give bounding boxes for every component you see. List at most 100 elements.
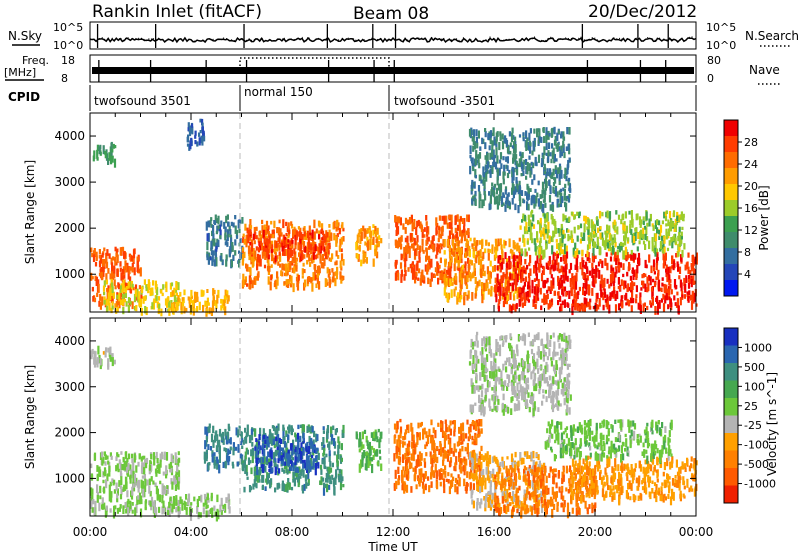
data-cell (279, 228, 282, 236)
data-cell (228, 225, 231, 232)
data-cell (209, 446, 213, 451)
data-cell (440, 468, 443, 472)
data-cell (575, 292, 578, 302)
data-cell (448, 245, 451, 251)
data-cell (181, 502, 184, 511)
data-cell (144, 500, 147, 510)
data-cell (154, 482, 157, 487)
data-cell (105, 261, 109, 269)
data-cell (556, 253, 559, 259)
data-cell (450, 473, 453, 478)
data-cell (241, 437, 244, 443)
data-cell (104, 150, 107, 156)
data-cell (481, 288, 484, 296)
data-cell (394, 215, 397, 223)
data-cell (570, 287, 573, 294)
data-cell (559, 306, 562, 312)
data-cell (563, 188, 566, 195)
data-cell (180, 301, 183, 311)
data-cell (331, 474, 334, 480)
data-cell (285, 452, 288, 459)
data-cell (220, 305, 223, 311)
data-cell (111, 155, 114, 163)
data-cell (289, 459, 292, 464)
data-cell (247, 234, 250, 244)
data-cell (107, 297, 110, 306)
data-cell (572, 282, 575, 290)
data-cell (241, 462, 245, 472)
data-cell (302, 469, 305, 478)
data-cell (410, 214, 413, 224)
data-cell (504, 189, 507, 195)
data-cell (601, 212, 604, 217)
data-cell (542, 266, 545, 275)
data-cell (137, 291, 140, 300)
data-cell (106, 455, 109, 460)
data-cell (313, 248, 316, 254)
data-cell (670, 289, 673, 295)
data-cell (511, 282, 514, 292)
data-cell (174, 479, 177, 484)
data-cell (252, 261, 255, 267)
data-cell (517, 255, 520, 262)
data-cell (533, 238, 536, 245)
data-cell (242, 247, 245, 251)
data-cell (499, 134, 502, 142)
data-cell (489, 201, 492, 210)
data-cell (497, 238, 500, 247)
data-cell (690, 264, 693, 272)
data-cell (263, 264, 267, 269)
data-cell (129, 475, 132, 480)
data-cell (531, 279, 534, 288)
data-cell (592, 275, 595, 283)
data-cell (356, 253, 359, 260)
data-cell (493, 192, 496, 198)
data-cell (568, 127, 571, 135)
data-cell (323, 234, 326, 243)
data-cell (307, 449, 310, 454)
data-cell (508, 238, 511, 248)
data-cell (592, 224, 596, 229)
data-cell (438, 472, 441, 481)
data-cell (226, 242, 229, 247)
data-cell (604, 298, 607, 303)
data-cell (550, 158, 553, 164)
data-cell (119, 261, 122, 267)
data-cell (492, 149, 495, 159)
data-cell (161, 483, 164, 492)
data-cell (94, 261, 98, 267)
data-cell (282, 483, 285, 492)
data-cell (260, 456, 263, 465)
data-cell (458, 247, 461, 252)
data-cell (252, 255, 256, 262)
data-cell (217, 225, 220, 229)
data-cell (102, 351, 105, 355)
data-cell (306, 252, 309, 258)
data-cell (278, 219, 281, 224)
data-cell (524, 297, 527, 304)
data-cell (101, 459, 104, 466)
data-cell (660, 298, 664, 303)
data-cell (578, 286, 581, 292)
data-cell (129, 464, 132, 471)
data-cell (476, 142, 479, 149)
data-cell (307, 276, 310, 284)
data-cell (302, 446, 305, 451)
data-cell (403, 482, 407, 492)
data-cell (592, 231, 595, 238)
data-cell (218, 464, 221, 474)
data-cell (94, 356, 97, 362)
data-cell (155, 507, 158, 516)
data-cell (375, 238, 378, 243)
data-cell (519, 294, 522, 303)
data-cell (259, 241, 262, 246)
data-cell (287, 426, 290, 434)
data-cell (298, 255, 302, 263)
data-cell (183, 502, 187, 510)
data-cell (532, 224, 536, 229)
data-cell (130, 469, 133, 479)
data-cell (512, 167, 515, 173)
data-cell (671, 265, 674, 269)
data-cell (256, 445, 259, 449)
data-cell (523, 238, 526, 247)
